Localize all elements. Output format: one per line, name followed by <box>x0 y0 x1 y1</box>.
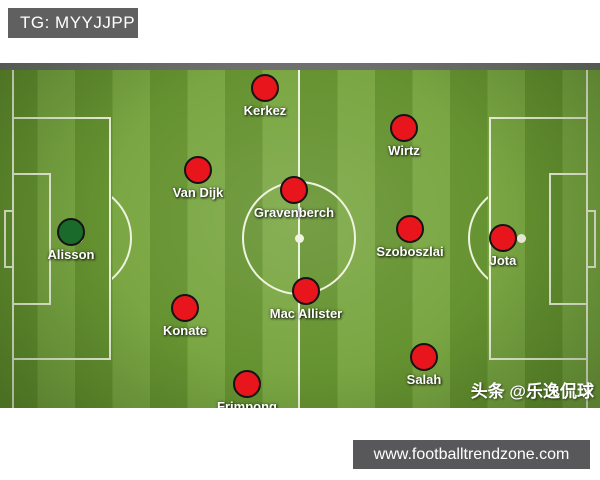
telegram-label: TG: MYYJJPP <box>20 13 136 32</box>
right-penalty-spot <box>517 234 526 243</box>
website-bar[interactable]: www.footballtrendzone.com <box>353 440 590 469</box>
left-goal-area <box>13 173 51 305</box>
left-goal <box>4 210 14 268</box>
right-goal <box>586 210 596 268</box>
player-disc-wirtz <box>390 114 418 142</box>
player-name-jota: Jota <box>489 253 517 268</box>
player-name-wirtz: Wirtz <box>388 143 420 158</box>
telegram-label-box: TG: MYYJJPP <box>8 8 138 38</box>
player-disc-mac-allister <box>292 277 320 305</box>
right-goal-line <box>586 70 588 408</box>
player-disc-frimpong <box>233 370 261 398</box>
watermark-handle: @乐逸侃球 <box>509 382 594 401</box>
website-url: www.footballtrendzone.com <box>373 445 570 463</box>
player-disc-konate <box>171 294 199 322</box>
player-disc-jota <box>489 224 517 252</box>
left-goal-line <box>12 70 14 408</box>
player-disc-kerkez <box>251 74 279 102</box>
player-name-van-dijk: Van Dijk <box>172 185 224 200</box>
player-disc-salah <box>410 343 438 371</box>
left-penalty-area <box>13 117 111 360</box>
player-disc-gravenberch <box>280 176 308 204</box>
player-name-gravenberch: Gravenberch <box>253 205 335 220</box>
goalkeeper-disc-alisson <box>57 218 85 246</box>
center-spot <box>295 234 304 243</box>
football-pitch: Alisson Van Dijk Konate Kerkez Frimpong Grave… <box>0 63 600 408</box>
player-name-konate: Konate <box>162 323 208 338</box>
player-disc-van-dijk <box>184 156 212 184</box>
players-layer: Alisson Van Dijk Konate Kerkez Frimpong Grave… <box>0 63 600 408</box>
player-name-alisson: Alisson <box>47 247 95 262</box>
watermark-platform: 头条 <box>470 382 505 401</box>
right-goal-area <box>549 173 587 305</box>
player-name-frimpong: Frimpong <box>217 399 277 408</box>
player-disc-szoboszlai <box>396 215 424 243</box>
player-name-salah: Salah <box>406 372 442 387</box>
player-name-szoboszlai: Szoboszlai <box>376 244 444 259</box>
watermark: 头条 @乐逸侃球 <box>471 377 594 402</box>
player-name-kerkez: Kerkez <box>243 103 287 118</box>
player-name-mac-allister: Mac Allister <box>269 306 343 321</box>
pitch-top-border <box>0 63 600 70</box>
